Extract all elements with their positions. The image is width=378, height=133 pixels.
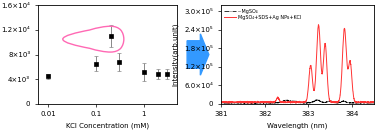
···MgSO₄ (302, 102, 307, 104)
MgSO₄+SDS+Ag NPs+KCl (270, 101, 275, 103)
···MgSO₄ (239, 102, 243, 104)
Line: MgSO₄+SDS+Ag NPs+KCl: MgSO₄+SDS+Ag NPs+KCl (221, 25, 374, 103)
X-axis label: KCl Concentration (mM): KCl Concentration (mM) (66, 123, 149, 129)
···MgSO₄ (270, 102, 275, 103)
···MgSO₄ (372, 102, 376, 103)
MgSO₄+SDS+Ag NPs+KCl (299, 102, 304, 103)
X-axis label: Wavelength (nm): Wavelength (nm) (267, 123, 328, 129)
···MgSO₄ (245, 102, 249, 103)
Y-axis label: Intensity(arb.unit): Intensity(arb.unit) (172, 23, 179, 86)
MgSO₄+SDS+Ag NPs+KCl (285, 102, 290, 103)
Legend: ···MgSO₄, MgSO₄+SDS+Ag NPs+KCl: ···MgSO₄, MgSO₄+SDS+Ag NPs+KCl (223, 8, 302, 21)
MgSO₄+SDS+Ag NPs+KCl (250, 103, 254, 104)
Line: ···MgSO₄: ···MgSO₄ (221, 100, 374, 103)
MgSO₄+SDS+Ag NPs+KCl (316, 24, 321, 26)
···MgSO₄ (218, 102, 223, 103)
···MgSO₄ (299, 102, 304, 104)
MgSO₄+SDS+Ag NPs+KCl (218, 102, 223, 103)
···MgSO₄ (315, 99, 319, 100)
···MgSO₄ (285, 100, 290, 101)
FancyArrow shape (187, 34, 209, 75)
MgSO₄+SDS+Ag NPs+KCl (302, 101, 307, 102)
···MgSO₄ (253, 103, 258, 104)
MgSO₄+SDS+Ag NPs+KCl (239, 102, 243, 103)
MgSO₄+SDS+Ag NPs+KCl (245, 102, 249, 103)
MgSO₄+SDS+Ag NPs+KCl (372, 101, 376, 103)
